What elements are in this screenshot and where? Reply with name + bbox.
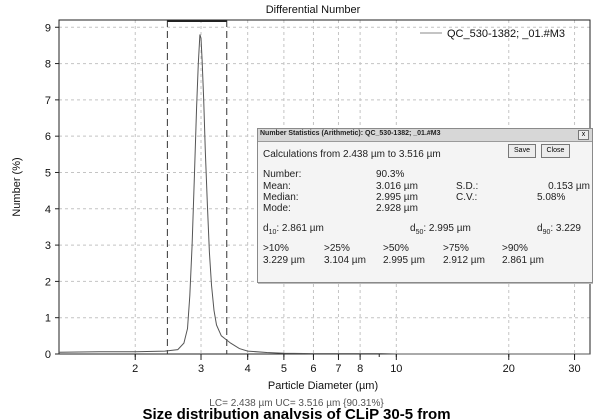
y-tick-label: 6	[45, 131, 51, 143]
legend-label: QC_530-1382; _01.#M3	[447, 28, 565, 40]
pct-value-25: 3.104 µm	[324, 255, 366, 266]
sd-label: S.D.:	[456, 181, 479, 192]
pct-value-90: 2.861 µm	[502, 255, 544, 266]
pct-header-25: >25%	[324, 243, 350, 254]
x-tick-label: 20	[503, 363, 515, 375]
chart-title: Differential Number	[266, 4, 361, 16]
x-tick-label: 7	[335, 363, 341, 375]
pct-header-50: >50%	[383, 243, 409, 254]
y-tick-label: 9	[45, 22, 51, 34]
x-tick-label: 2	[132, 363, 138, 375]
x-tick-label: 8	[357, 363, 363, 375]
series-group	[58, 34, 590, 355]
y-tick-label: 2	[45, 276, 51, 288]
y-tick-label: 8	[45, 59, 51, 71]
median-label: Median:	[263, 192, 299, 203]
mode-label: Mode:	[263, 203, 291, 214]
dialog-title: Number Statistics (Arithmetic): QC_530-1…	[260, 130, 441, 137]
y-tick-label: 4	[45, 204, 51, 216]
y-axis-label: Number (%)	[11, 157, 23, 216]
cv-value: 5.08%	[537, 192, 566, 203]
x-tick-label: 4	[245, 363, 251, 375]
pct-value-50: 2.995 µm	[383, 255, 425, 266]
axis-ticks: 0 1 2 3 4 5 6 7 8 9 2 3 4 5 6 7 8 10 20 30	[45, 22, 581, 375]
d10-stat: d10: 2.861 µm	[263, 223, 324, 236]
x-axis-label: Particle Diameter (µm)	[268, 380, 378, 392]
dialog-close-button[interactable]: x	[578, 130, 589, 140]
statistics-dialog[interactable]: Number Statistics (Arithmetic): QC_530-1…	[257, 128, 593, 283]
pct-value-10: 3.229 µm	[263, 255, 305, 266]
dialog-titlebar[interactable]: Number Statistics (Arithmetic): QC_530-1…	[258, 129, 592, 142]
x-tick-label: 5	[281, 363, 287, 375]
y-tick-label: 3	[45, 240, 51, 252]
mode-value: 2.928 µm	[376, 203, 418, 214]
pct-header-10: >10%	[263, 243, 289, 254]
number-label: Number:	[263, 169, 302, 180]
d90-stat: d90: 3.229	[537, 223, 581, 236]
mean-label: Mean:	[263, 181, 291, 192]
y-tick-label: 7	[45, 95, 51, 107]
x-tick-label: 30	[568, 363, 580, 375]
save-button[interactable]: Save	[508, 144, 536, 158]
pct-header-90: >90%	[502, 243, 528, 254]
legend: QC_530-1382; _01.#M3	[420, 28, 565, 40]
limits-footer: LC= 2.438 µm UC= 3.516 µm {90.31%}	[209, 398, 384, 409]
close-button[interactable]: Close	[541, 144, 570, 158]
number-value: 90.3%	[376, 169, 405, 180]
pct-header-75: >75%	[443, 243, 469, 254]
x-tick-label: 6	[310, 363, 316, 375]
d50-stat: d50: 2.995 µm	[410, 223, 471, 236]
pct-value-75: 2.912 µm	[443, 255, 485, 266]
cv-label: C.V.:	[456, 192, 478, 203]
y-tick-label: 1	[45, 313, 51, 325]
x-tick-label: 10	[390, 363, 402, 375]
sd-value: 0.153 µm	[548, 181, 590, 192]
median-value: 2.995 µm	[376, 192, 418, 203]
caption-text: Size distribution analysis of CLiP 30-5 …	[142, 407, 451, 419]
y-tick-label: 0	[45, 349, 51, 361]
mean-value: 3.016 µm	[376, 181, 418, 192]
series-line	[58, 34, 590, 355]
y-tick-label: 5	[45, 167, 51, 179]
calc-range-text: Calculations from 2.438 µm to 3.516 µm	[263, 149, 441, 160]
limit-markers	[166, 20, 228, 354]
x-tick-label: 3	[198, 363, 204, 375]
